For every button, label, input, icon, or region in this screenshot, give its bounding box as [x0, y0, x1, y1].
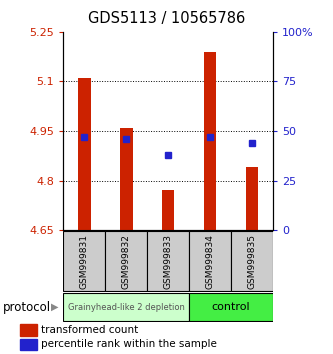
- Text: transformed count: transformed count: [41, 325, 139, 335]
- Text: percentile rank within the sample: percentile rank within the sample: [41, 339, 217, 349]
- Bar: [204, 52, 216, 230]
- Text: Grainyhead-like 2 depletion: Grainyhead-like 2 depletion: [68, 303, 184, 312]
- Bar: [189, 293, 273, 321]
- Bar: [162, 190, 174, 230]
- Bar: [78, 78, 91, 230]
- Bar: [63, 293, 189, 321]
- Text: GSM999834: GSM999834: [205, 234, 215, 289]
- Bar: [120, 128, 133, 230]
- Bar: [105, 231, 147, 291]
- Text: GSM999835: GSM999835: [247, 234, 257, 289]
- Bar: [147, 231, 189, 291]
- Bar: [20, 339, 37, 350]
- Text: GSM999831: GSM999831: [80, 234, 89, 289]
- Text: protocol: protocol: [3, 301, 52, 314]
- Bar: [189, 231, 231, 291]
- Text: ▶: ▶: [51, 302, 59, 312]
- Text: GSM999832: GSM999832: [122, 234, 131, 289]
- Bar: [246, 167, 258, 230]
- Text: GSM999833: GSM999833: [164, 234, 173, 289]
- Text: GDS5113 / 10565786: GDS5113 / 10565786: [88, 11, 245, 25]
- Bar: [231, 231, 273, 291]
- Text: control: control: [212, 302, 250, 312]
- Bar: [63, 231, 105, 291]
- Bar: [20, 324, 37, 336]
